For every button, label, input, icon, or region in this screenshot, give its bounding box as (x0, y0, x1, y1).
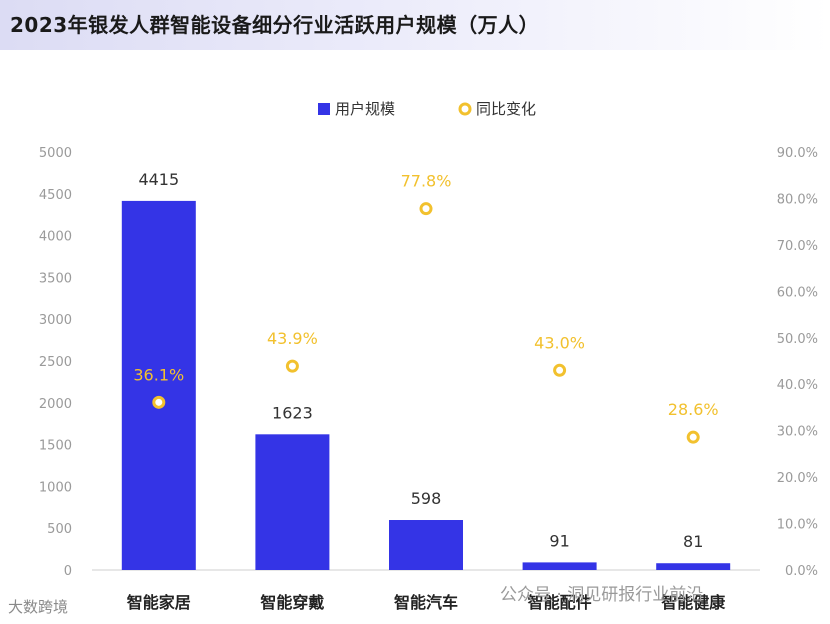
bar-value-label: 91 (549, 531, 569, 550)
y-left-tick-label: 500 (47, 522, 72, 537)
x-category-label: 智能穿戴 (260, 593, 324, 612)
y-left-tick-label: 5000 (39, 146, 72, 161)
y-right-tick-label: 0.0% (785, 564, 818, 579)
bar-value-label: 1623 (272, 403, 313, 422)
bar-4 (522, 562, 597, 570)
y-right-tick-label: 30.0% (777, 425, 818, 440)
yoy-marker-5 (686, 430, 700, 444)
y-left-tick-label: 2000 (39, 397, 72, 412)
y-right-tick-label: 60.0% (777, 285, 818, 300)
legend-marker-swatch (458, 102, 472, 116)
yoy-marker-2 (285, 359, 299, 373)
legend-bar-swatch (318, 103, 330, 115)
x-category-label: 智能健康 (661, 593, 726, 612)
y-right-tick-label: 10.0% (777, 518, 818, 533)
y-right-tick-label: 80.0% (777, 192, 818, 207)
x-category-label: 智能家居 (127, 593, 191, 612)
yoy-value-label: 28.6% (668, 400, 719, 419)
title-band (0, 0, 830, 50)
y-right-tick-label: 70.0% (777, 239, 818, 254)
y-right-tick-label: 50.0% (777, 332, 818, 347)
y-left-tick-label: 3000 (39, 313, 72, 328)
legend-marker-label: 同比变化 (476, 100, 536, 118)
bar-value-label: 81 (683, 532, 703, 551)
y-left-tick-label: 1500 (39, 439, 72, 454)
y-right-tick-label: 90.0% (777, 146, 818, 161)
y-left-tick-label: 4500 (39, 188, 72, 203)
watermark-left: 大数跨境 (8, 598, 69, 616)
y-right-tick-label: 40.0% (777, 378, 818, 393)
y-right-tick-label: 20.0% (777, 471, 818, 486)
y-left-tick-label: 0 (64, 564, 72, 579)
yoy-marker-1 (152, 395, 166, 409)
y-left-tick-label: 3500 (39, 271, 72, 286)
bar-1 (121, 200, 196, 570)
legend-bar-label: 用户规模 (335, 100, 395, 118)
bar-5 (656, 563, 731, 570)
bar-value-label: 598 (411, 489, 442, 508)
yoy-value-label: 36.1% (133, 365, 184, 384)
y-left-tick-label: 1000 (39, 480, 72, 495)
yoy-marker-3 (419, 202, 433, 216)
yoy-marker-4 (553, 363, 567, 377)
x-category-label: 智能配件 (528, 593, 592, 612)
y-left-tick-label: 2500 (39, 355, 72, 370)
bar-3 (389, 520, 463, 570)
watermark-right: 公众号 · 洞见研报行业前沿 (500, 585, 704, 605)
yoy-value-label: 43.9% (267, 329, 318, 348)
yoy-value-label: 77.8% (401, 172, 452, 191)
bar-value-label: 4415 (138, 170, 179, 189)
x-category-label: 智能汽车 (394, 593, 458, 612)
bar-2 (255, 434, 330, 570)
yoy-value-label: 43.0% (534, 333, 585, 352)
y-left-tick-label: 4000 (39, 230, 72, 245)
chart-title: 2023年银发人群智能设备细分行业活跃用户规模（万人） (10, 13, 540, 37)
